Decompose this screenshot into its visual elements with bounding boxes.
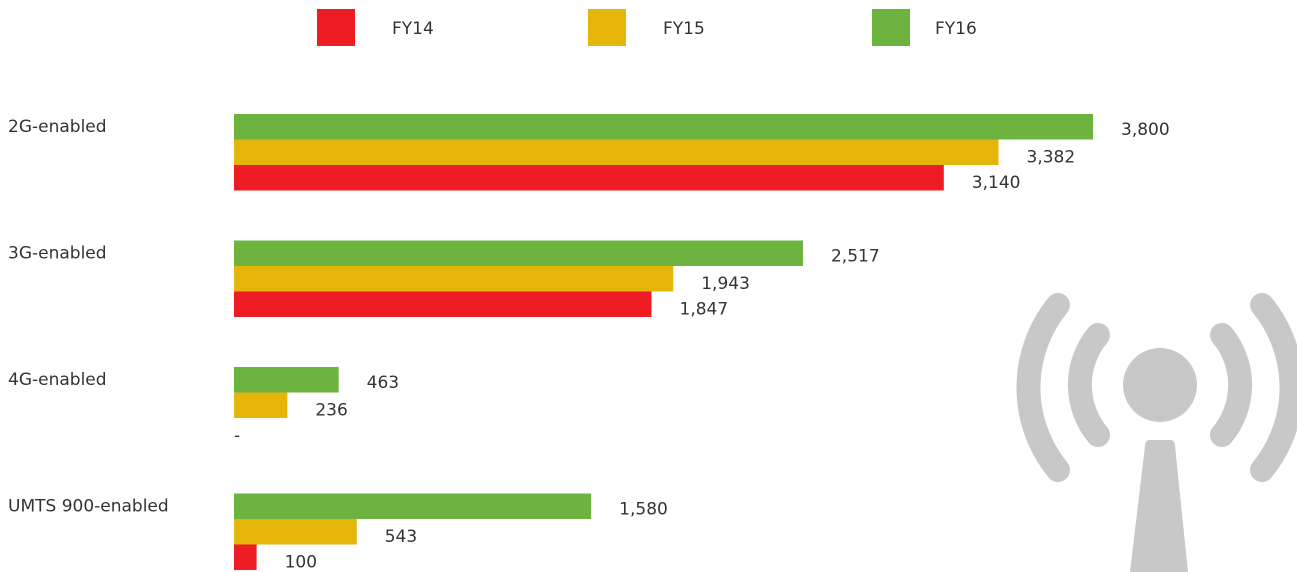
value-label: 3,382 <box>1027 147 1076 167</box>
antenna-icon <box>1016 293 1297 572</box>
legend-label: FY14 <box>392 19 434 39</box>
category-label: 3G-enabled <box>8 244 107 264</box>
bar <box>234 291 652 317</box>
value-label: 463 <box>367 373 399 393</box>
legend-swatch <box>588 9 626 46</box>
legend-label: FY16 <box>935 19 977 39</box>
value-label: - <box>234 426 240 446</box>
bar <box>234 519 357 545</box>
bar <box>234 493 592 519</box>
category-label: UMTS 900-enabled <box>8 497 169 517</box>
value-label: 100 <box>285 552 317 572</box>
value-label: 1,580 <box>619 499 668 519</box>
legend-label: FY15 <box>663 19 705 39</box>
bar <box>234 139 999 165</box>
outer-right-arc <box>1250 293 1297 482</box>
value-label: 3,140 <box>972 173 1021 193</box>
antenna-tower <box>1130 440 1188 572</box>
inner-left-arc <box>1067 323 1110 447</box>
category-label: 2G-enabled <box>8 117 107 137</box>
legend-swatch <box>872 9 910 46</box>
category-label: 4G-enabled <box>8 370 107 390</box>
outer-left-arc <box>1016 293 1070 482</box>
value-label: 236 <box>315 400 347 420</box>
bar <box>234 165 944 191</box>
bar <box>234 240 803 266</box>
bar <box>234 392 288 418</box>
bar <box>234 367 339 393</box>
value-label: 3,800 <box>1121 120 1170 140</box>
legend-swatch <box>317 9 355 46</box>
bar <box>234 114 1093 140</box>
inner-right-arc <box>1210 323 1253 447</box>
value-label: 1,943 <box>701 274 750 294</box>
value-label: 543 <box>385 527 417 547</box>
value-label: 2,517 <box>831 246 880 266</box>
bar <box>234 544 257 570</box>
antenna-head <box>1123 348 1197 422</box>
bar <box>234 266 674 292</box>
value-label: 1,847 <box>680 299 729 319</box>
